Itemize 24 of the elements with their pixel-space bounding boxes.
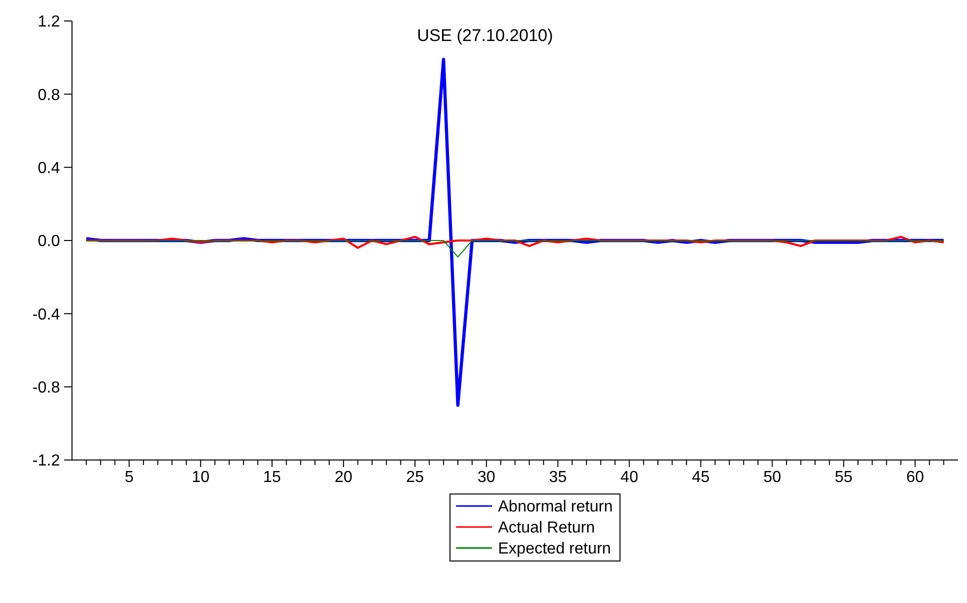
y-tick-label: -1.2: [32, 452, 60, 470]
x-tick-label: 40: [620, 469, 638, 486]
y-tick-label: 0.8: [38, 86, 60, 104]
x-tick-label: 55: [834, 469, 853, 486]
y-tick-label: 1.2: [38, 14, 60, 31]
x-tick-label: 10: [192, 469, 210, 486]
y-tick-label: -0.8: [32, 379, 60, 396]
x-tick-label: 30: [478, 469, 496, 486]
legend-label: Expected return: [498, 540, 611, 558]
y-tick-label: 0.0: [38, 233, 60, 250]
chart-title: USE (27.10.2010): [416, 26, 554, 45]
x-tick-label: 20: [334, 469, 353, 486]
legend-label: Abnormal return: [498, 498, 613, 516]
x-tick-label: 45: [692, 469, 710, 486]
line-series: [85, 236, 945, 249]
legend-label: Actual Return: [498, 520, 595, 537]
x-tick-label: 15: [263, 469, 282, 486]
x-tick-label: 60: [906, 469, 924, 486]
x-tick-label: 25: [406, 469, 424, 486]
y-tick-label: -0.4: [32, 306, 60, 324]
y-tick-label: 0.4: [38, 160, 60, 177]
x-tick-label: 5: [124, 469, 134, 486]
x-tick-label: 35: [548, 469, 567, 486]
x-tick-label: 50: [763, 469, 782, 486]
